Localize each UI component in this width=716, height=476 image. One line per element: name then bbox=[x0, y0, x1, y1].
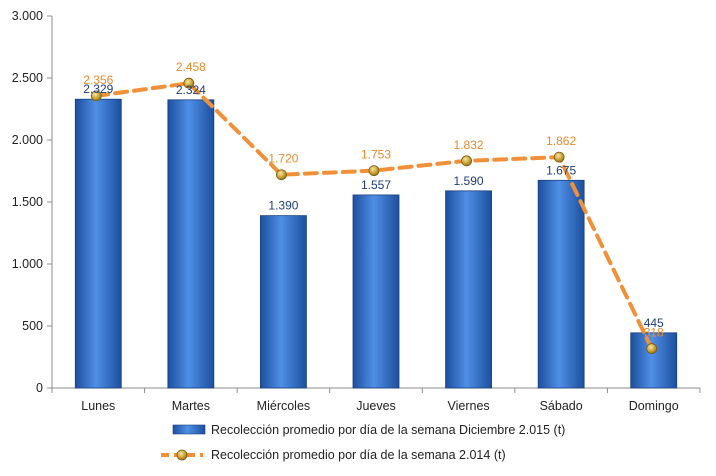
bar bbox=[537, 179, 585, 389]
line-point bbox=[461, 155, 472, 167]
bar bbox=[260, 215, 307, 389]
data-labels: 2.329 2.324 1.390 1.557 1.590 1.675 445 2.356 2.… bbox=[83, 60, 664, 339]
x-tick-label: Miércoles bbox=[257, 399, 311, 413]
x-tick-label: Sábado bbox=[540, 399, 583, 413]
bar-value-label: 445 bbox=[644, 316, 664, 330]
bar bbox=[74, 98, 122, 389]
line-value-label: 2.458 bbox=[176, 60, 206, 74]
x-tick-label: Jueves bbox=[356, 399, 396, 413]
axes: 0 500 1.000 1.500 2.000 2.500 3.000 Lunes Martes… bbox=[12, 9, 701, 413]
legend: Recolección promedio por día de la seman… bbox=[161, 423, 565, 462]
y-tick-label: 0 bbox=[36, 381, 43, 395]
line-value-label: 2.356 bbox=[83, 73, 113, 87]
legend-marker-swatch bbox=[176, 449, 188, 461]
x-tick-label: Martes bbox=[172, 399, 210, 413]
line-value-label: 1.832 bbox=[454, 138, 484, 152]
line-value-label: 1.862 bbox=[546, 134, 576, 148]
bar-value-label: 1.557 bbox=[361, 178, 391, 192]
line-point bbox=[553, 151, 565, 163]
y-tick-label: 2.000 bbox=[12, 133, 43, 147]
bar bbox=[352, 194, 400, 389]
y-tick-label: 500 bbox=[22, 319, 43, 333]
bar-value-label: 1.590 bbox=[454, 174, 484, 188]
line-value-label: 1.753 bbox=[361, 148, 391, 162]
bar-value-label: 1.390 bbox=[268, 199, 298, 213]
line-value-label: 1.720 bbox=[268, 152, 298, 166]
y-tick-label: 3.000 bbox=[12, 9, 43, 23]
line-point bbox=[183, 77, 195, 89]
x-tick-label: Lunes bbox=[81, 399, 115, 413]
bar-value-label: 2.329 bbox=[83, 82, 113, 96]
bar bbox=[167, 99, 215, 389]
legend-label-line: Recolección promedio por día de la seman… bbox=[211, 448, 506, 462]
legend-bar-swatch bbox=[172, 424, 206, 435]
bar-series bbox=[74, 98, 678, 389]
line-point bbox=[646, 343, 658, 354]
bar bbox=[630, 332, 678, 389]
line-point bbox=[276, 169, 287, 181]
y-tick-label: 1.500 bbox=[12, 195, 43, 209]
bar bbox=[445, 190, 492, 389]
line-series bbox=[90, 77, 658, 354]
line-point bbox=[368, 165, 380, 177]
y-tick-label: 2.500 bbox=[12, 71, 43, 85]
line-point bbox=[90, 90, 102, 102]
bar-value-label: 1.675 bbox=[546, 163, 576, 177]
x-tick-label: Viernes bbox=[447, 399, 489, 413]
line-value-label: 318 bbox=[644, 326, 664, 340]
y-tick-label: 1.000 bbox=[12, 257, 43, 271]
bar-value-label: 2.324 bbox=[176, 83, 206, 97]
x-tick-label: Domingo bbox=[629, 399, 679, 413]
legend-label-bars: Recolección promedio por día de la seman… bbox=[211, 423, 565, 437]
